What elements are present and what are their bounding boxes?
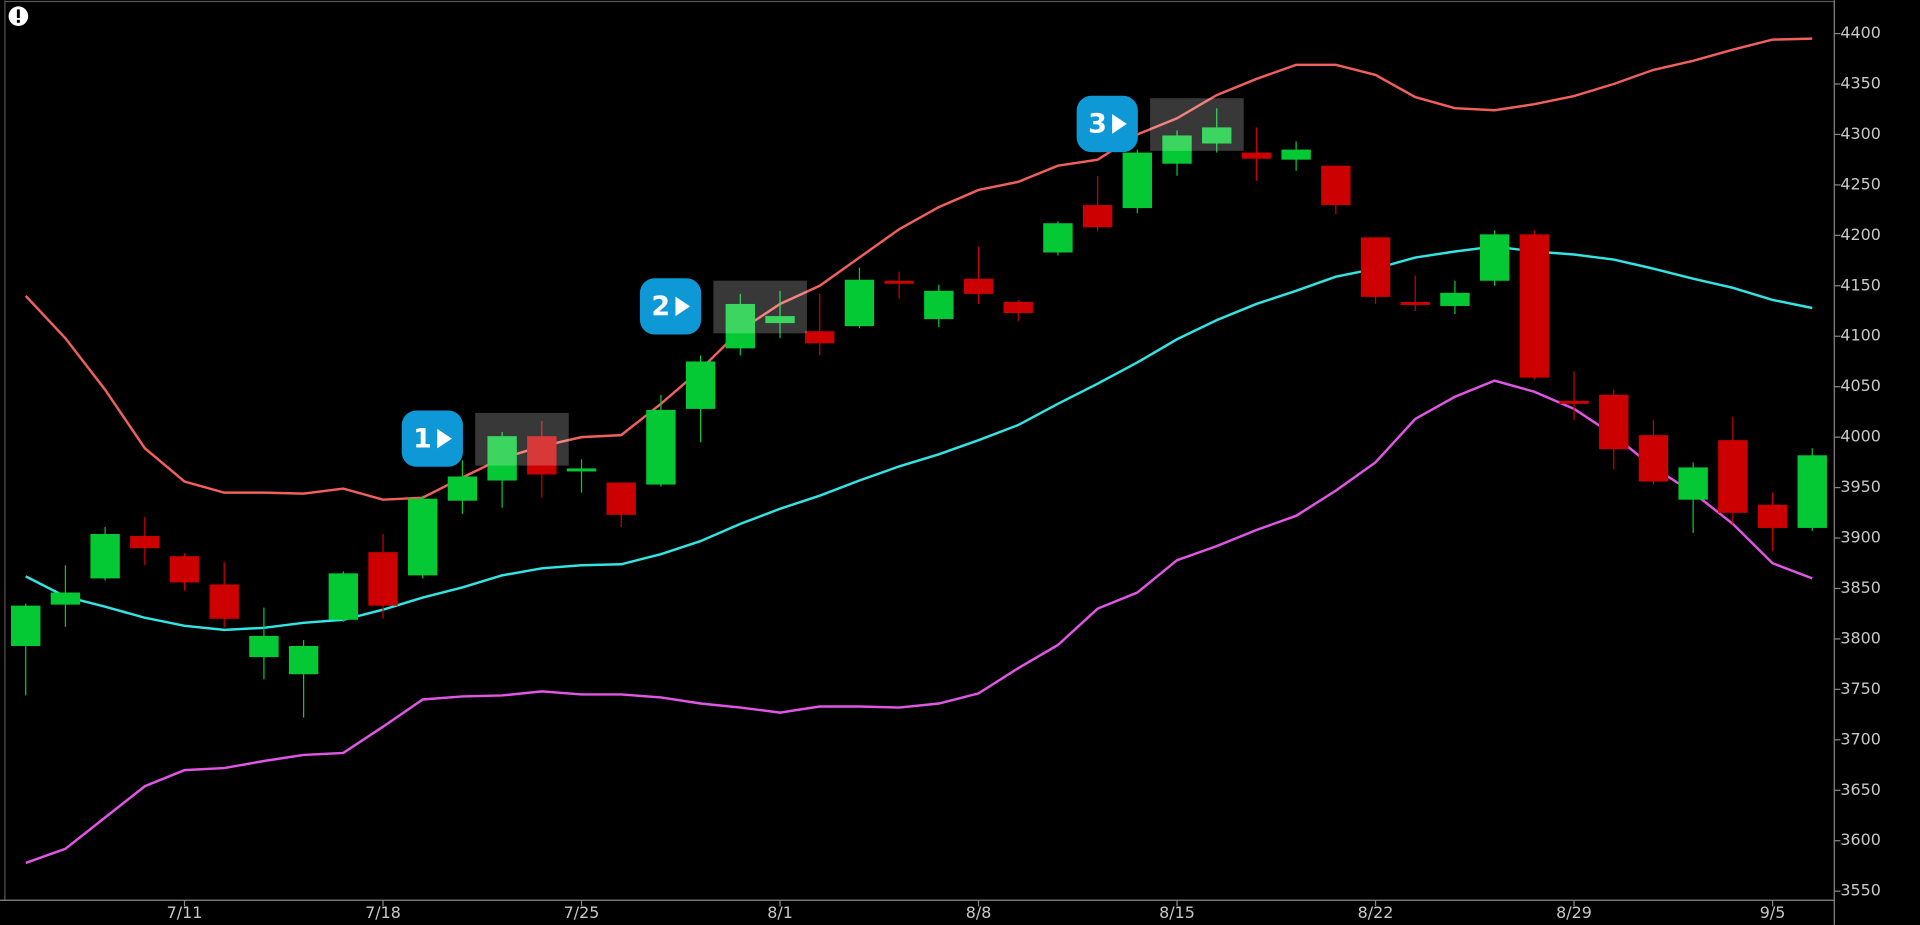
candle-body bbox=[1638, 435, 1669, 482]
candle-body bbox=[130, 536, 160, 549]
highlight-box bbox=[475, 412, 569, 466]
y-tick-label: 4300 bbox=[1840, 124, 1880, 143]
candle-body bbox=[646, 409, 676, 485]
x-tick-label: 8/15 bbox=[1159, 903, 1195, 922]
highlight-box bbox=[1150, 98, 1244, 151]
candle-body bbox=[1797, 455, 1827, 528]
candle-body bbox=[1599, 394, 1629, 450]
candle-body bbox=[1321, 165, 1351, 206]
candle-body bbox=[527, 436, 557, 475]
candle-body bbox=[963, 278, 994, 294]
y-tick-label: 4400 bbox=[1840, 23, 1880, 42]
y-tick-label: 3850 bbox=[1840, 578, 1880, 597]
plot: 3550 3600 3650 3700 3750 3800 3850 3900 3950 4000… bbox=[11, 23, 1881, 922]
candle-body bbox=[288, 645, 319, 675]
x-tick-label: 7/18 bbox=[365, 903, 401, 922]
candle-body bbox=[50, 592, 81, 605]
badge-bg bbox=[401, 410, 463, 467]
candle-body bbox=[1003, 301, 1033, 314]
candle-body bbox=[249, 635, 279, 658]
x-tick-label: 8/1 bbox=[767, 903, 793, 922]
candle-body bbox=[1202, 127, 1232, 144]
y-tick-label: 3650 bbox=[1840, 780, 1880, 799]
x-tick-label: 9/5 bbox=[1760, 903, 1786, 922]
x-tick-label: 7/11 bbox=[167, 903, 203, 922]
candle-body bbox=[606, 482, 636, 515]
y-tick-label: 4250 bbox=[1840, 174, 1880, 193]
candle-body bbox=[1122, 152, 1153, 209]
candle-body bbox=[725, 303, 756, 349]
candle-body bbox=[1241, 152, 1272, 159]
y-tick-label: 4350 bbox=[1840, 73, 1880, 92]
candle-body bbox=[1479, 234, 1510, 281]
candle-body bbox=[1559, 400, 1589, 404]
y-tick-label: 4050 bbox=[1840, 376, 1880, 395]
y-tick-label: 3600 bbox=[1840, 830, 1880, 849]
candle-body bbox=[11, 605, 41, 646]
candle-body bbox=[924, 290, 954, 320]
candle-body bbox=[1281, 149, 1311, 160]
y-tick-label: 3700 bbox=[1840, 729, 1880, 748]
candle-body bbox=[447, 476, 478, 501]
annotation-badge: 1 bbox=[401, 410, 463, 467]
badge-bg bbox=[1076, 95, 1138, 153]
candle-body bbox=[1519, 234, 1550, 378]
x-tick-label: 8/22 bbox=[1358, 903, 1394, 922]
y-tick-label: 4100 bbox=[1840, 326, 1880, 345]
candle-body bbox=[805, 331, 835, 344]
candle-body bbox=[1082, 205, 1113, 228]
candle-body bbox=[487, 436, 517, 481]
candle-body bbox=[1043, 223, 1073, 253]
y-tick-label: 3900 bbox=[1840, 528, 1880, 547]
candle-body bbox=[1440, 292, 1470, 306]
annotation-badge: 3 bbox=[1076, 95, 1138, 153]
candle-body bbox=[1757, 504, 1788, 528]
x-tick-label: 8/8 bbox=[966, 903, 992, 922]
candle-body bbox=[884, 280, 914, 284]
candle-body bbox=[1678, 467, 1708, 500]
candle-body bbox=[1718, 440, 1748, 513]
x-tick-label: 7/25 bbox=[564, 903, 600, 922]
y-tick-label: 4200 bbox=[1840, 225, 1880, 244]
candle-body bbox=[408, 498, 438, 576]
x-tick-label: 8/29 bbox=[1556, 903, 1592, 922]
candle-body bbox=[1162, 135, 1192, 164]
candle-body bbox=[209, 584, 239, 619]
badge-bg bbox=[639, 278, 702, 335]
y-tick-label: 3750 bbox=[1840, 679, 1880, 698]
band-line bbox=[25, 379, 1813, 865]
badge-label: 1 bbox=[413, 423, 432, 454]
candle-body bbox=[685, 361, 716, 409]
y-tick-label: 3800 bbox=[1840, 628, 1880, 647]
candle-body bbox=[844, 279, 875, 327]
candle-body bbox=[765, 316, 795, 324]
badge-label: 3 bbox=[1088, 109, 1107, 140]
band-line bbox=[25, 245, 1813, 632]
y-tick-label: 3550 bbox=[1840, 881, 1880, 900]
candle-body bbox=[1400, 301, 1430, 305]
badge-label: 2 bbox=[651, 291, 670, 322]
annotation-badge: 2 bbox=[639, 278, 702, 335]
y-tick-label: 4000 bbox=[1840, 427, 1880, 446]
badge-arrow bbox=[675, 296, 691, 317]
y-tick-label: 4150 bbox=[1840, 275, 1880, 294]
highlight-box bbox=[713, 280, 807, 334]
band-line bbox=[24, 37, 1813, 501]
candle-body bbox=[90, 533, 120, 579]
candle-body bbox=[1360, 237, 1391, 297]
candle-body bbox=[169, 556, 200, 583]
candle-body bbox=[368, 552, 398, 606]
alert-icon[interactable] bbox=[8, 6, 29, 26]
candle-body bbox=[328, 573, 359, 620]
badge-arrow bbox=[1112, 114, 1127, 134]
candle-body bbox=[566, 468, 597, 472]
y-tick-label: 3950 bbox=[1840, 477, 1880, 496]
badge-arrow bbox=[437, 428, 452, 449]
